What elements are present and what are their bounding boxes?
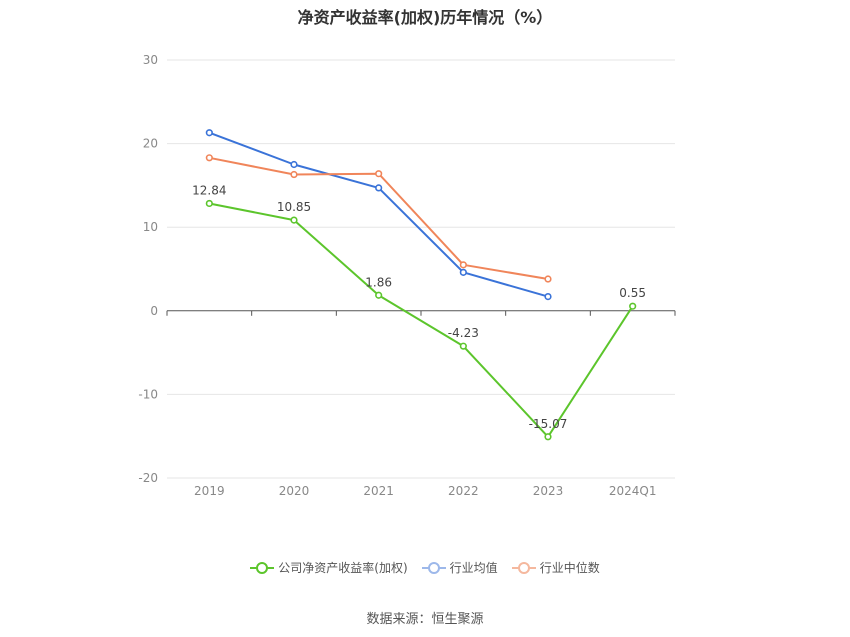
- legend-label-industry-median: 行业中位数: [539, 561, 600, 575]
- data-label: 1.86: [365, 275, 392, 289]
- y-tick-label: 30: [143, 53, 158, 67]
- series-line-0: [209, 202, 634, 438]
- y-tick-label: 20: [143, 137, 158, 151]
- x-tick-label: 2019: [194, 484, 225, 498]
- series-point-1[interactable]: [205, 129, 213, 137]
- series-point-0[interactable]: [629, 302, 637, 310]
- legend-item-industry-mean[interactable]: 行业均值: [421, 559, 498, 576]
- legend-item-industry-median[interactable]: 行业中位数: [511, 559, 600, 576]
- series-point-2[interactable]: [459, 261, 467, 269]
- source-note: 数据来源：恒生聚源: [366, 612, 484, 627]
- series-point-2[interactable]: [544, 275, 552, 283]
- series-point-0[interactable]: [544, 433, 552, 441]
- y-tick-label: -20: [138, 471, 158, 485]
- legend-swatch-company: [250, 561, 275, 575]
- series-point-1[interactable]: [290, 160, 298, 169]
- x-tick-label: 2024Q1: [609, 484, 657, 498]
- data-label: -4.23: [448, 326, 479, 340]
- y-tick-label: -10: [138, 387, 158, 401]
- data-label: 12.84: [192, 183, 226, 197]
- series-point-0[interactable]: [205, 199, 213, 208]
- series-point-0[interactable]: [375, 291, 383, 299]
- legend-swatch-industry-median: [511, 561, 536, 575]
- data-label: 0.55: [619, 286, 646, 300]
- series-line-1: [208, 131, 549, 298]
- series-point-1[interactable]: [544, 292, 552, 301]
- legend-item-company[interactable]: 公司净资产收益率(加权): [250, 559, 408, 576]
- series-point-0[interactable]: [459, 342, 467, 350]
- series-point-2[interactable]: [290, 170, 298, 179]
- x-tick-label: 2020: [279, 484, 310, 498]
- legend: 公司净资产收益率(加权) 行业均值 行业中位数: [0, 559, 850, 576]
- x-tick-label: 2023: [533, 484, 564, 498]
- data-label: 10.85: [277, 200, 311, 214]
- series-point-2[interactable]: [205, 154, 213, 162]
- series-point-1[interactable]: [375, 184, 383, 192]
- x-tick-label: 2022: [448, 484, 479, 498]
- y-tick-label: 0: [150, 304, 158, 318]
- series-point-2[interactable]: [375, 170, 383, 178]
- legend-label-industry-mean: 行业均值: [449, 561, 498, 575]
- chart-title: 净资产收益率(加权)历年情况（%）: [297, 8, 553, 27]
- legend-label-company: 公司净资产收益率(加权): [278, 561, 408, 575]
- x-tick-label: 2021: [363, 484, 394, 498]
- series-point-0[interactable]: [290, 216, 298, 224]
- legend-swatch-industry-mean: [421, 561, 446, 575]
- data-label: -15.07: [529, 417, 568, 431]
- y-tick-label: 10: [143, 220, 158, 234]
- series-point-1[interactable]: [459, 268, 467, 276]
